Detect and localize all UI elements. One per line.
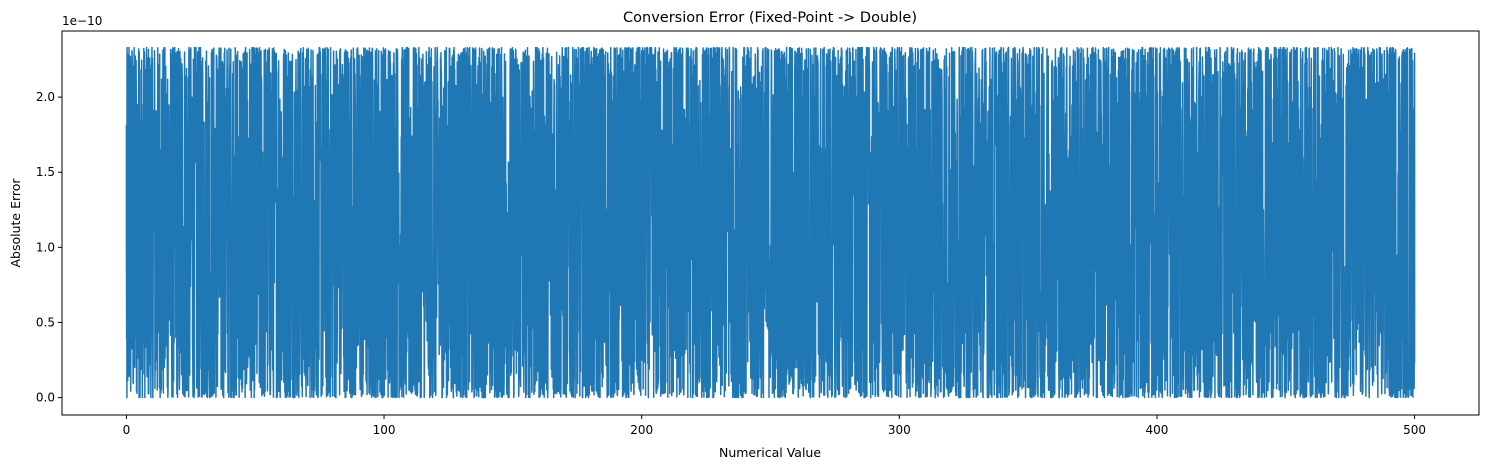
x-tick-label: 0 [123,423,131,437]
x-tick-label: 300 [888,423,911,437]
y-axis-label: Absolute Error [8,178,23,268]
axes-frame [61,30,1480,416]
y-tick-label: 0.5 [36,315,55,329]
x-axis-label: Numerical Value [719,445,821,460]
series-line [125,46,1416,399]
chart-title: Conversion Error (Fixed-Point -> Double) [623,10,917,26]
y-tick-label: 1.0 [36,240,55,254]
y-tick-label: 1.5 [36,165,55,179]
x-tick-label: 200 [630,423,653,437]
x-tick-label: 100 [373,423,396,437]
y-axis-ticks: 0.0 0.5 1.0 1.5 2.0 [36,90,62,405]
y-axis-offset-label: 1e−10 [62,14,102,28]
y-tick-label: 0.0 [36,391,55,405]
x-axis-ticks: 0 100 200 300 400 500 [123,415,1426,437]
x-tick-label: 500 [1403,423,1426,437]
x-tick-label: 400 [1146,423,1169,437]
plot-area [125,46,1416,399]
y-tick-label: 2.0 [36,90,55,104]
